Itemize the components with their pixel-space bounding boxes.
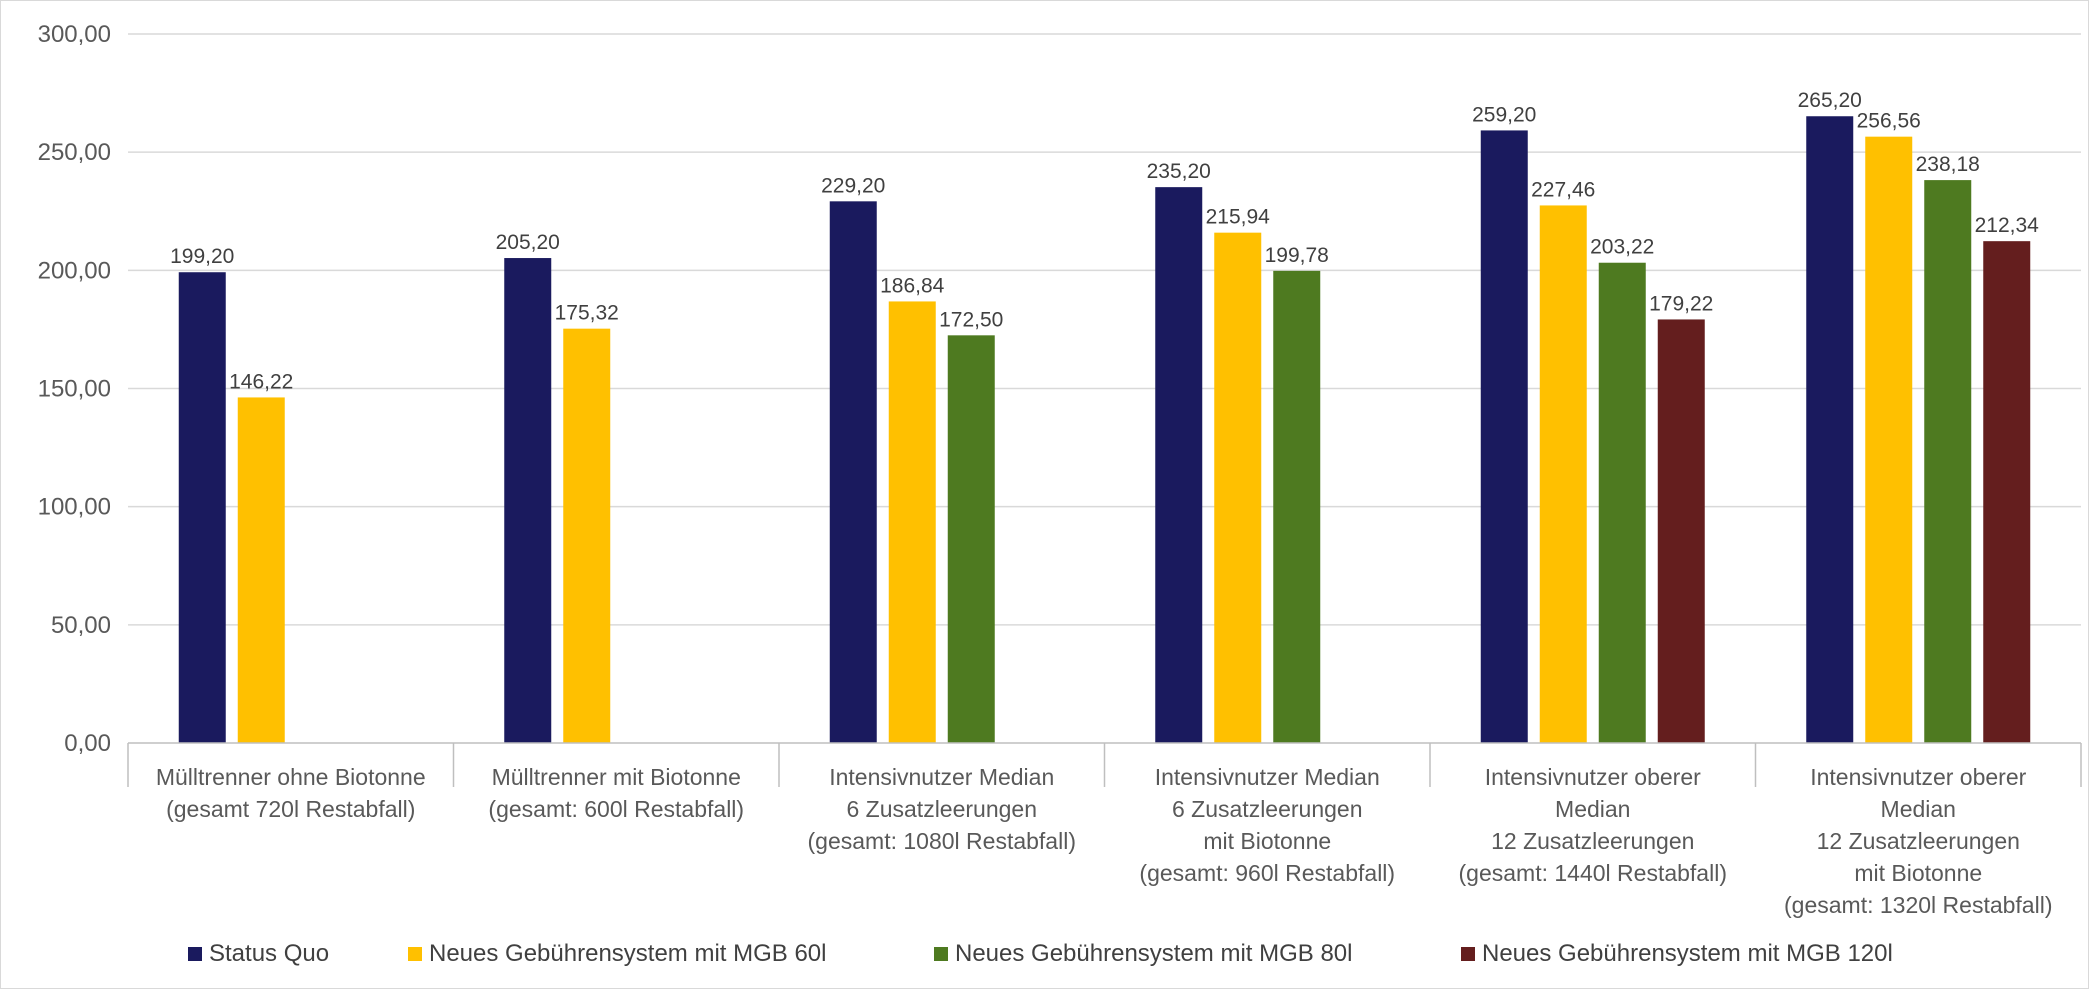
bar <box>237 397 285 743</box>
category-label-line: Intensivnutzer oberer <box>1810 764 2026 790</box>
legend-label: Neues Gebührensystem mit MGB 120l <box>1482 940 1893 967</box>
category-label-line: Median <box>1555 796 1630 822</box>
legend-item: Status Quo <box>188 940 329 967</box>
bar <box>1865 136 1913 743</box>
category-label-line: (gesamt 720l Restabfall) <box>166 796 415 822</box>
y-tick-label: 200,00 <box>38 257 111 284</box>
legend-label: Status Quo <box>209 940 329 967</box>
category-label-line: 12 Zusatzleerungen <box>1491 828 1694 854</box>
category-label: Intensivnutzer Median 6 Zusatzleerungen (g… <box>808 764 1076 854</box>
data-label: 146,22 <box>229 370 293 393</box>
data-label: 229,20 <box>821 174 885 197</box>
bar <box>888 301 936 743</box>
category-label: Intensivnutzer oberer Median 12 Zusatzleer… <box>1459 764 1727 886</box>
data-label: 199,78 <box>1265 244 1329 267</box>
bar <box>1657 319 1705 743</box>
data-labels: 199,20 146,22 205,20 175,32 229,20 186,84 172,… <box>170 89 2039 393</box>
bar <box>1480 130 1528 743</box>
data-label: 227,46 <box>1531 178 1595 201</box>
bar <box>829 201 877 744</box>
bar <box>1983 241 2031 743</box>
category-label-line: Intensivnutzer oberer <box>1485 764 1701 790</box>
data-label: 186,84 <box>880 274 945 297</box>
y-tick-label: 250,00 <box>38 139 111 166</box>
category-label-line: Mülltrenner ohne Biotonne <box>156 764 426 790</box>
category-label-line: (gesamt: 1080l Restabfall) <box>808 828 1076 854</box>
legend-item: Neues Gebührensystem mit MGB 60l <box>408 940 827 967</box>
bar <box>1924 180 1972 744</box>
legend-label: Neues Gebührensystem mit MGB 80l <box>955 940 1353 967</box>
legend-swatch <box>188 947 202 961</box>
y-tick-label: 300,00 <box>38 21 111 48</box>
x-axis <box>127 742 2082 787</box>
category-label-line: mit Biotonne <box>1854 860 1982 886</box>
category-label-line: (gesamt: 1320l Restabfall) <box>1784 892 2052 918</box>
category-label-line: mit Biotonne <box>1203 828 1331 854</box>
category-label: Mülltrenner ohne Biotonne (gesamt 720l Re… <box>156 764 426 822</box>
category-label-line: (gesamt: 960l Restabfall) <box>1139 860 1395 886</box>
bar <box>1155 187 1203 744</box>
data-label: 238,18 <box>1916 153 1980 176</box>
y-tick-label: 150,00 <box>38 376 111 403</box>
legend-swatch <box>1461 947 1475 961</box>
category-label-line: 12 Zusatzleerungen <box>1817 828 2020 854</box>
category-label-line: Median <box>1881 796 1956 822</box>
category-label: Intensivnutzer oberer Median 12 Zusatzleer… <box>1784 764 2052 918</box>
data-label: 199,20 <box>170 245 234 268</box>
category-label-line: (gesamt: 600l Restabfall) <box>488 796 744 822</box>
legend-item: Neues Gebührensystem mit MGB 80l <box>934 940 1353 967</box>
bars <box>178 116 2031 744</box>
data-label: 205,20 <box>496 231 560 254</box>
legend-label: Neues Gebührensystem mit MGB 60l <box>429 940 827 967</box>
category-label-line: (gesamt: 1440l Restabfall) <box>1459 860 1727 886</box>
data-label: 172,50 <box>939 308 1003 331</box>
category-label-line: Intensivnutzer Median <box>1155 764 1380 790</box>
y-tick-label: 50,00 <box>51 612 111 639</box>
legend-swatch <box>408 947 422 961</box>
bar <box>947 335 995 743</box>
data-label: 175,32 <box>555 302 619 325</box>
y-tick-label: 100,00 <box>38 494 111 521</box>
data-label: 215,94 <box>1206 206 1271 229</box>
bar <box>1598 262 1646 743</box>
category-labels: Mülltrenner ohne Biotonne (gesamt 720l Re… <box>156 764 2053 918</box>
data-label: 235,20 <box>1147 160 1211 183</box>
data-label: 212,34 <box>1975 214 2040 237</box>
category-label-line: 6 Zusatzleerungen <box>846 796 1037 822</box>
bar <box>1214 232 1262 743</box>
data-label: 265,20 <box>1798 89 1862 112</box>
category-label-line: Mülltrenner mit Biotonne <box>492 764 741 790</box>
y-axis-ticks: 0,00 50,00 100,00 150,00 200,00 250,00 300,00 <box>38 21 111 757</box>
data-label: 179,22 <box>1649 292 1713 315</box>
y-tick-label: 0,00 <box>64 730 111 757</box>
gridlines <box>128 33 2081 626</box>
legend-swatch <box>934 947 948 961</box>
category-label-line: 6 Zusatzleerungen <box>1172 796 1363 822</box>
category-label: Intensivnutzer Median 6 Zusatzleerungen mi… <box>1139 764 1395 886</box>
category-label: Mülltrenner mit Biotonne (gesamt: 600l Re… <box>488 764 744 822</box>
data-label: 259,20 <box>1472 103 1536 126</box>
legend: Status Quo Neues Gebührensystem mit MGB 6… <box>188 940 1893 967</box>
legend-item: Neues Gebührensystem mit MGB 120l <box>1461 940 1893 967</box>
bar <box>1273 270 1321 743</box>
bar <box>563 328 611 743</box>
data-label: 203,22 <box>1590 236 1654 259</box>
category-label-line: Intensivnutzer Median <box>829 764 1054 790</box>
data-label: 256,56 <box>1857 110 1921 133</box>
bar <box>178 272 226 743</box>
bar <box>1539 205 1587 743</box>
bar <box>504 258 552 743</box>
bar <box>1806 116 1854 743</box>
